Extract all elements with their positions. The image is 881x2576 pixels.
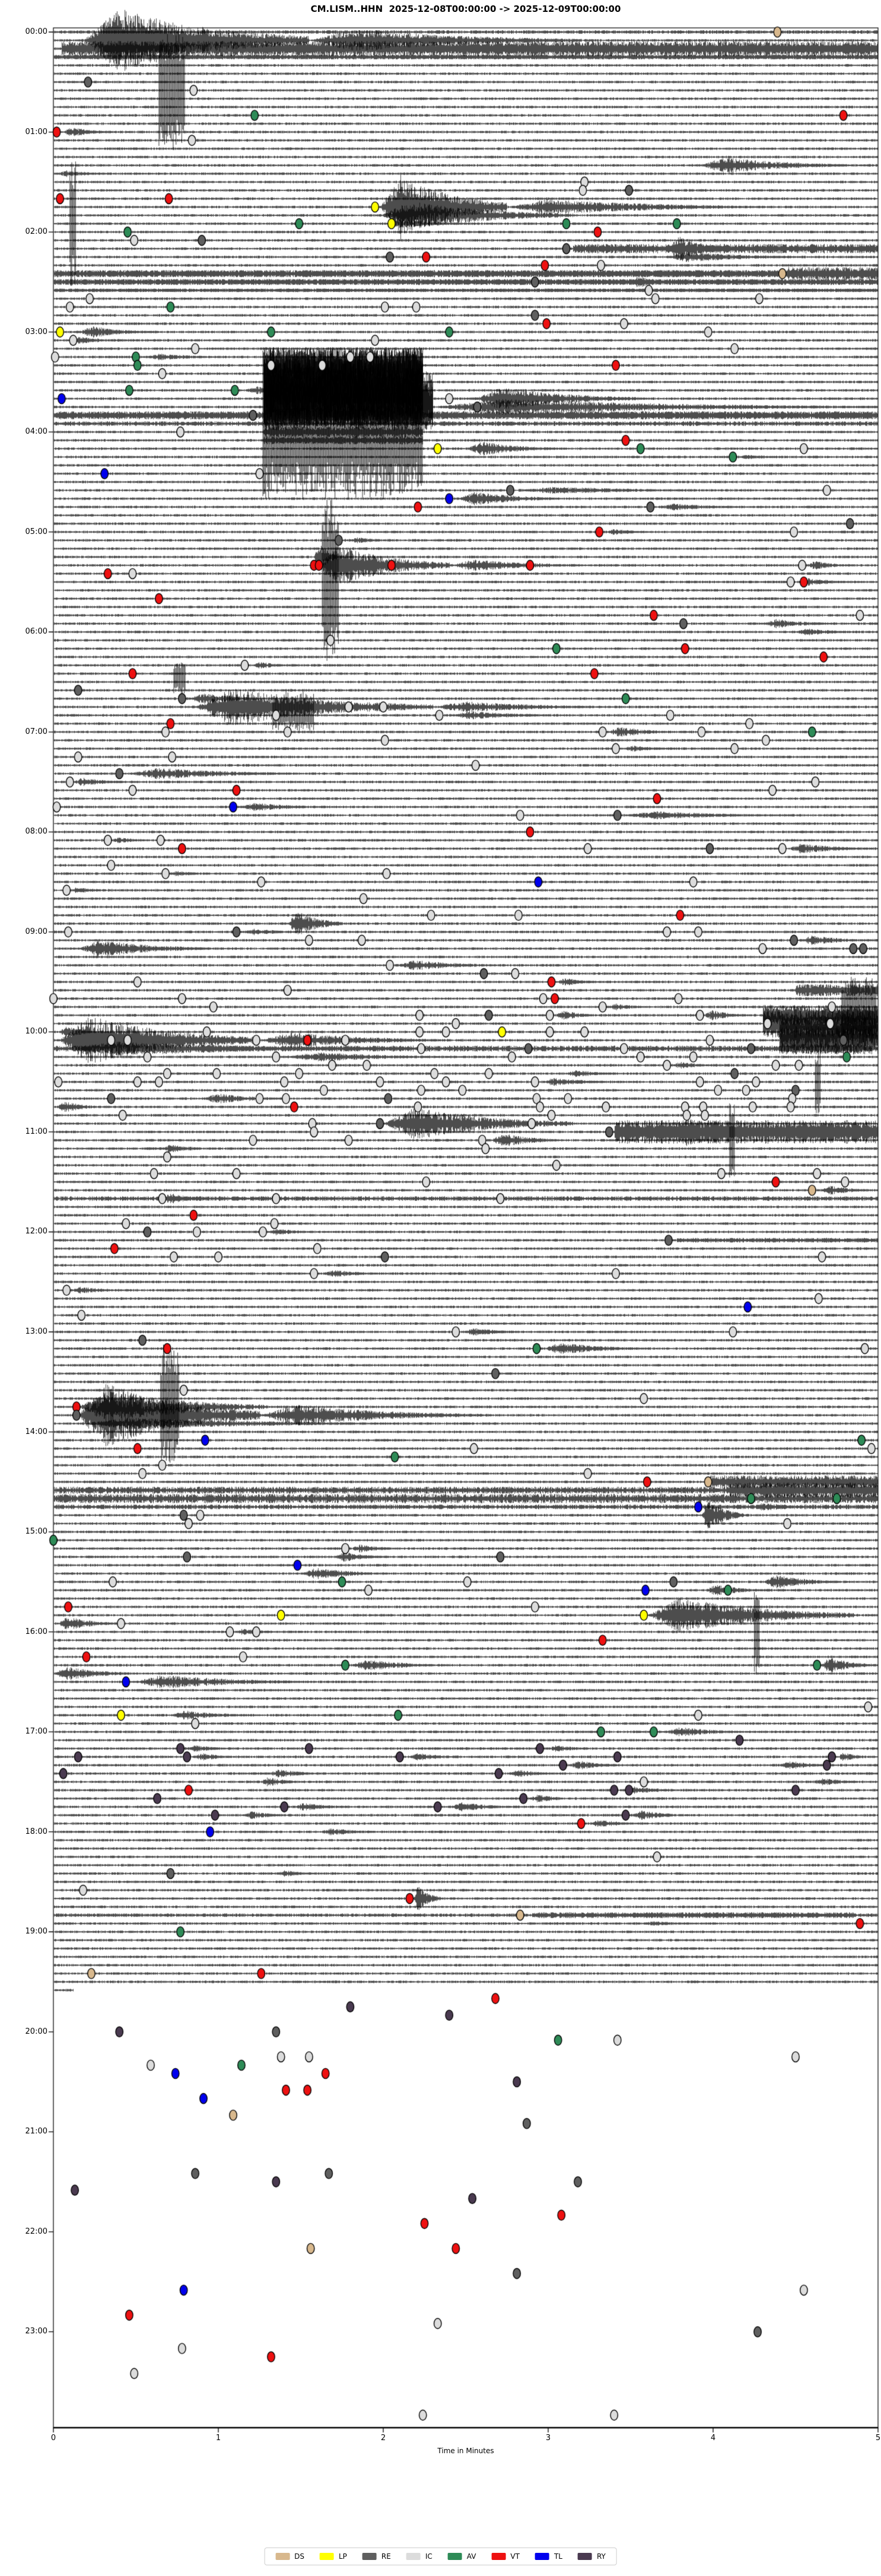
legend-item-RE: RE <box>362 2552 391 2561</box>
hour-label: 01:00 <box>25 127 47 136</box>
x-tick-label: 5 <box>875 2434 881 2443</box>
legend-item-LP: LP <box>319 2552 347 2561</box>
legend-item-TL: TL <box>535 2552 562 2561</box>
x-tick-label: 4 <box>710 2434 716 2443</box>
x-axis-title: Time in Minutes <box>437 2447 494 2455</box>
hour-label: 13:00 <box>25 1327 47 1337</box>
hour-label: 21:00 <box>25 2127 47 2136</box>
legend-swatch-icon <box>491 2553 506 2560</box>
hour-label: 17:00 <box>25 1727 47 1737</box>
hour-label: 12:00 <box>25 1227 47 1236</box>
legend-swatch-icon <box>577 2553 592 2560</box>
page-title: CM.LISM..HHN 2025-12-08T00:00:00 -> 2025… <box>310 4 621 14</box>
legend-item-AV: AV <box>447 2552 476 2561</box>
hour-label: 22:00 <box>25 2227 47 2236</box>
x-tick-label: 2 <box>380 2434 386 2443</box>
legend-swatch-icon <box>362 2553 377 2560</box>
legend-label: VT <box>510 2552 520 2561</box>
legend-swatch-icon <box>447 2553 462 2560</box>
legend-swatch-icon <box>406 2553 421 2560</box>
hour-label: 20:00 <box>25 2027 47 2036</box>
x-tick-label: 3 <box>545 2434 551 2443</box>
hour-label: 00:00 <box>25 27 47 36</box>
legend-item-RY: RY <box>577 2552 606 2561</box>
legend-label: AV <box>466 2552 476 2561</box>
legend-label: RY <box>596 2552 606 2561</box>
legend-label: TL <box>554 2552 562 2561</box>
hour-label: 18:00 <box>25 1827 47 1836</box>
hour-label: 14:00 <box>25 1427 47 1436</box>
legend-label: DS <box>294 2552 304 2561</box>
hour-label: 19:00 <box>25 1927 47 1936</box>
legend: DS LP RE IC AV VT TL RY <box>264 2548 617 2565</box>
legend-swatch-icon <box>275 2553 290 2560</box>
hour-label: 11:00 <box>25 1127 47 1136</box>
hour-label: 08:00 <box>25 827 47 837</box>
legend-item-IC: IC <box>406 2552 432 2561</box>
hour-label: 09:00 <box>25 927 47 936</box>
hour-label: 16:00 <box>25 1627 47 1636</box>
legend-item-DS: DS <box>275 2552 304 2561</box>
legend-item-VT: VT <box>491 2552 520 2561</box>
x-tick-label: 1 <box>215 2434 221 2443</box>
hour-label: 06:00 <box>25 627 47 637</box>
legend-swatch-icon <box>535 2553 549 2560</box>
hour-label: 07:00 <box>25 727 47 736</box>
hour-label: 23:00 <box>25 2327 47 2336</box>
hour-label: 05:00 <box>25 527 47 536</box>
hour-label: 04:00 <box>25 427 47 437</box>
legend-swatch-icon <box>319 2553 334 2560</box>
hour-label: 15:00 <box>25 1527 47 1537</box>
hour-label: 10:00 <box>25 1027 47 1036</box>
hour-label: 02:00 <box>25 227 47 237</box>
legend-label: RE <box>381 2552 391 2561</box>
hour-label: 03:00 <box>25 327 47 336</box>
legend-label: IC <box>425 2552 432 2561</box>
legend-label: LP <box>338 2552 347 2561</box>
x-tick-label: 0 <box>50 2434 56 2443</box>
